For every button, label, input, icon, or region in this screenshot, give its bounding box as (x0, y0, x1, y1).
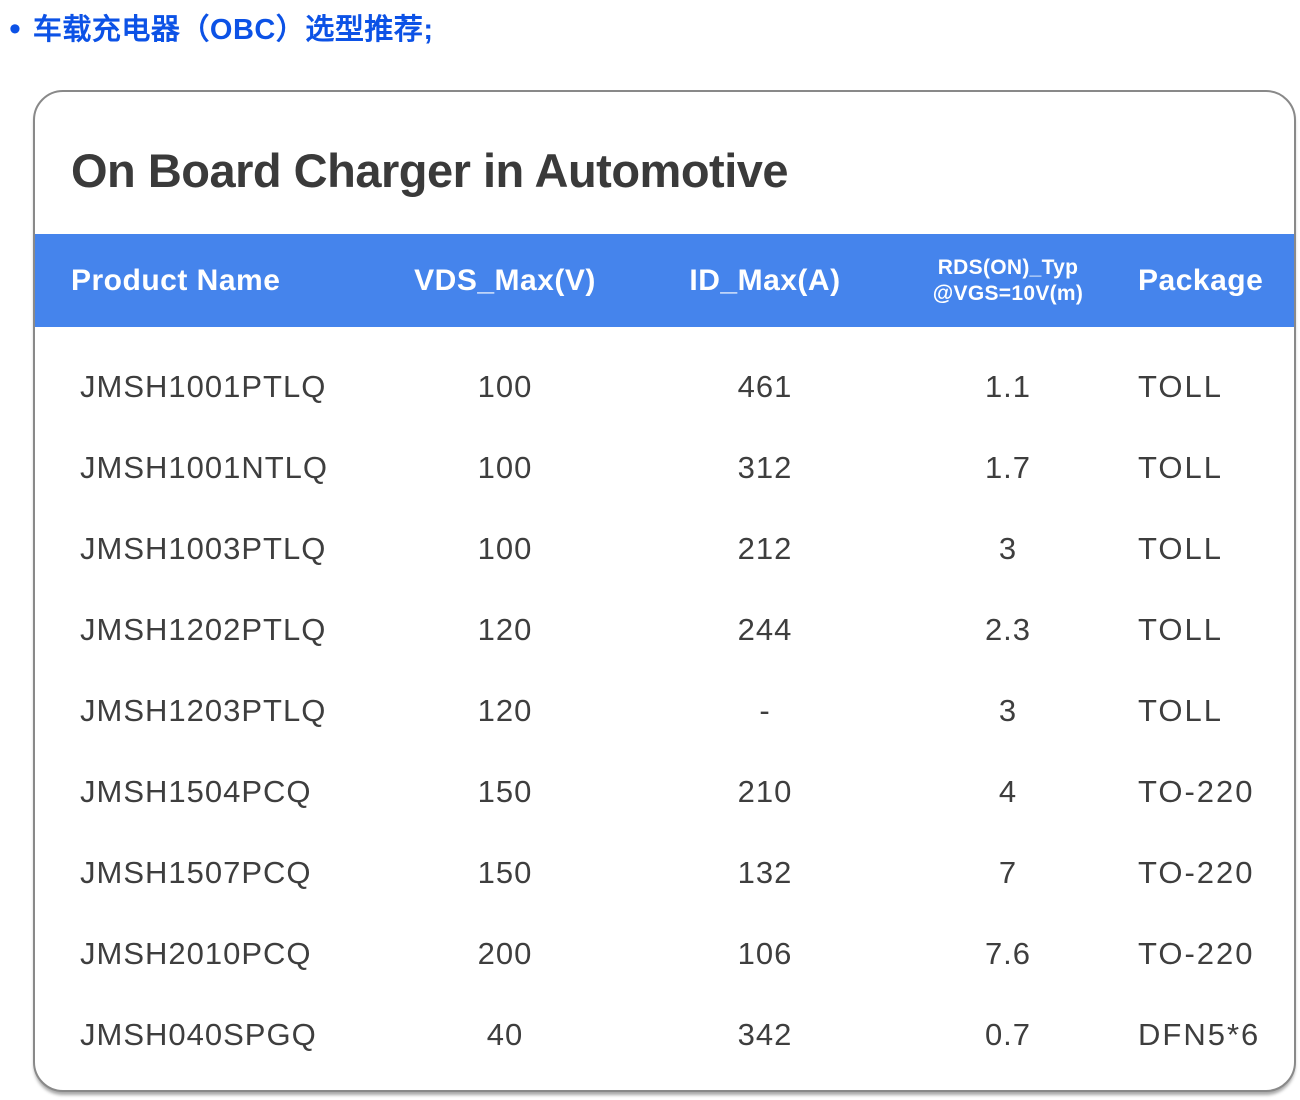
rds-on-typ-cell: 3 (998, 692, 1018, 728)
id-max-cell: 106 (737, 935, 793, 971)
vds-max-cell: 120 (477, 692, 533, 728)
table-row: JMSH2010PCQ 200 106 7.6 TO-220 (35, 913, 1294, 994)
package-cell: TOLL (1138, 449, 1223, 485)
package-cell: TOLL (1138, 692, 1223, 728)
table-row: JMSH1203PTLQ 120 - 3 TOLL (35, 670, 1294, 751)
card-title-wrap: On Board Charger in Automotive (35, 92, 1294, 234)
rds-on-typ-cell: 2.3 (984, 611, 1032, 647)
vds-max-cell: 200 (477, 935, 533, 971)
table-row: JMSH1504PCQ 150 210 4 TO-220 (35, 751, 1294, 832)
product-name-cell: JMSH1001PTLQ (80, 368, 327, 404)
rds-header-line2: @VGS=10V(m) (932, 281, 1084, 305)
package-cell: TOLL (1138, 368, 1223, 404)
table-row: JMSH1001PTLQ 100 461 1.1 TOLL (35, 346, 1294, 427)
id-max-cell: 342 (737, 1016, 793, 1052)
id-max-cell: 461 (737, 368, 793, 404)
page-heading: • 车载充电器（OBC）选型推荐; (9, 10, 434, 50)
package-cell: TO-220 (1138, 773, 1255, 809)
package-cell: DFN5*6 (1138, 1016, 1261, 1052)
rds-on-typ-cell: 1.1 (984, 368, 1032, 404)
product-name-cell: JMSH2010PCQ (80, 935, 312, 971)
product-name-cell: JMSH1202PTLQ (80, 611, 327, 647)
package-cell: TOLL (1138, 611, 1223, 647)
product-name-cell: JMSH1504PCQ (80, 773, 312, 809)
product-name-cell: JMSH1507PCQ (80, 854, 312, 890)
table-body: JMSH1001PTLQ 100 461 1.1 TOLL JMSH1001NTLQ 100… (35, 327, 1294, 1090)
product-name-cell: JMSH040SPGQ (80, 1016, 317, 1052)
id-max-cell: 312 (737, 449, 793, 485)
package-cell: TO-220 (1138, 854, 1255, 890)
table-row: JMSH1001NTLQ 100 312 1.7 TOLL (35, 427, 1294, 508)
rds-on-typ-cell: 1.7 (984, 449, 1032, 485)
column-header-id-max: ID_Max(A) (689, 263, 841, 297)
package-cell: TO-220 (1138, 935, 1255, 971)
rds-on-typ-cell: 7 (998, 854, 1018, 890)
vds-max-cell: 120 (477, 611, 533, 647)
id-max-cell: - (759, 692, 771, 728)
card-title: On Board Charger in Automotive (71, 143, 789, 197)
column-header-product-name: Product Name (71, 263, 281, 297)
product-name-cell: JMSH1203PTLQ (80, 692, 327, 728)
product-name-cell: JMSH1003PTLQ (80, 530, 327, 566)
product-name-cell: JMSH1001NTLQ (80, 449, 329, 485)
table-row: JMSH1003PTLQ 100 212 3 TOLL (35, 508, 1294, 589)
bullet-icon: • (9, 10, 21, 48)
table-header-row: Product Name VDS_Max(V) ID_Max(A) RDS(ON… (35, 234, 1294, 327)
table-row: JMSH040SPGQ 40 342 0.7 DFN5*6 (35, 994, 1294, 1075)
id-max-cell: 244 (737, 611, 793, 647)
column-header-rds-on-typ: RDS(ON)_Typ @VGS=10V(m) (895, 255, 1121, 307)
vds-max-cell: 100 (477, 530, 533, 566)
rds-on-typ-cell: 7.6 (984, 935, 1032, 971)
vds-max-cell: 40 (486, 1016, 524, 1052)
table-row: JMSH1202PTLQ 120 244 2.3 TOLL (35, 589, 1294, 670)
obc-table-card: On Board Charger in Automotive Product N… (33, 90, 1296, 1092)
vds-max-cell: 150 (477, 854, 533, 890)
id-max-cell: 132 (737, 854, 793, 890)
rds-on-typ-cell: 4 (998, 773, 1018, 809)
rds-header-line1: RDS(ON)_Typ (937, 255, 1079, 279)
rds-on-typ-cell: 3 (998, 530, 1018, 566)
rds-on-typ-cell: 0.7 (984, 1016, 1032, 1052)
vds-max-cell: 150 (477, 773, 533, 809)
id-max-cell: 210 (737, 773, 793, 809)
vds-max-cell: 100 (477, 368, 533, 404)
column-header-vds-max: VDS_Max(V) (414, 263, 596, 297)
table-row: JMSH1507PCQ 150 132 7 TO-220 (35, 832, 1294, 913)
package-cell: TOLL (1138, 530, 1223, 566)
column-header-package: Package (1138, 263, 1264, 297)
id-max-cell: 212 (737, 530, 793, 566)
vds-max-cell: 100 (477, 449, 533, 485)
page-heading-text: 车载充电器（OBC）选型推荐; (32, 14, 434, 46)
